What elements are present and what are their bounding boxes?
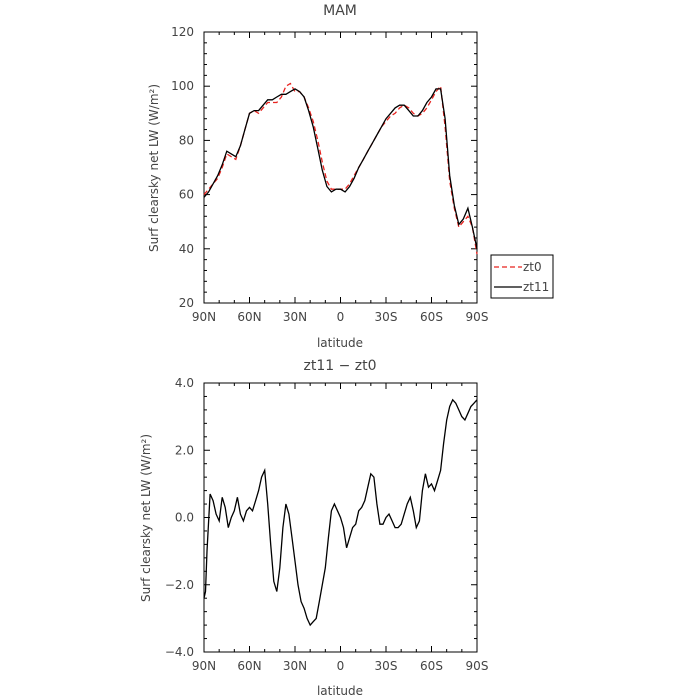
- top-plot-frame: [203, 31, 478, 304]
- bottom-series-diff-line: [203, 398, 478, 627]
- bottom-plot-area: 90N 60N 30N 0 30S 60S 90S −4.0 −2.0 0.0 2.0 4.0: [165, 376, 489, 673]
- bottom-x-tick-label: 30N: [283, 659, 307, 673]
- bottom-x-tick-label: 0: [337, 659, 345, 673]
- top-x-tick-label: 0: [337, 310, 345, 324]
- top-y-tick-label: 40: [179, 242, 194, 256]
- bottom-x-tick-label: 90N: [192, 659, 216, 673]
- bottom-y-tick-label: 2.0: [175, 443, 194, 457]
- bottom-y-tick-label: −2.0: [165, 578, 194, 592]
- top-plot-area: 90N 60N 30N 0 30S 60S 90S 20 40 60 80 100 120: [171, 25, 488, 324]
- legend: zt0 zt11: [490, 254, 554, 299]
- bottom-y-tick-label: −4.0: [165, 645, 194, 659]
- bottom-y-tick-label: 0.0: [175, 511, 194, 525]
- legend-label-zt11: zt11: [523, 280, 549, 294]
- bottom-chart-xlabel: latitude: [317, 684, 363, 698]
- top-x-tick-label: 60S: [420, 310, 443, 324]
- bottom-x-tick-label: 60N: [237, 659, 261, 673]
- legend-label-zt0: zt0: [523, 260, 542, 274]
- top-x-tick-label: 30N: [283, 310, 307, 324]
- bottom-x-tick-label: 60S: [420, 659, 443, 673]
- top-chart-xlabel: latitude: [317, 336, 363, 350]
- top-chart-title: MAM: [323, 3, 357, 19]
- top-series-zt0-line: [203, 82, 478, 255]
- bottom-chart-title: zt11 − zt0: [303, 358, 376, 374]
- legend-box: [490, 254, 554, 299]
- bottom-y-tick-label: 4.0: [175, 376, 194, 390]
- top-y-tick-label: 20: [179, 296, 194, 310]
- top-x-tick-label: 30S: [375, 310, 398, 324]
- top-x-tick-label: 60N: [237, 310, 261, 324]
- top-x-tick-label: 90S: [466, 310, 489, 324]
- top-y-tick-label: 60: [179, 188, 194, 202]
- top-chart-ylabel: Surf clearsky net LW (W/m²): [147, 84, 161, 252]
- top-y-tick-label: 100: [171, 79, 194, 93]
- top-x-tick-label: 90N: [192, 310, 216, 324]
- bottom-x-tick-label: 30S: [375, 659, 398, 673]
- top-y-tick-label: 120: [171, 25, 194, 39]
- top-series-zt11-line: [203, 88, 478, 249]
- top-y-tick-label: 80: [179, 133, 194, 147]
- bottom-chart-ylabel: Surf clearsky net LW (W/m²): [139, 434, 153, 602]
- bottom-x-tick-label: 90S: [466, 659, 489, 673]
